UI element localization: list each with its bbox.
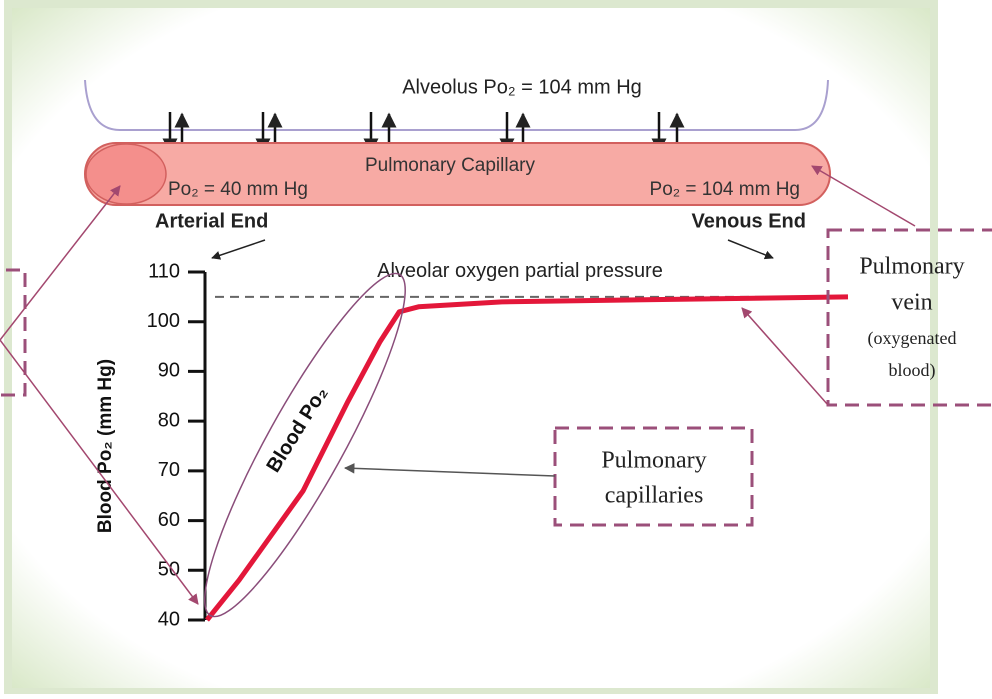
venous-end: Venous End — [692, 210, 806, 232]
callout-text: blood) — [889, 360, 936, 381]
reference-label: Alveolar oxygen partial pressure — [377, 260, 663, 282]
callout-text: vein — [891, 290, 932, 316]
y-axis-label: Blood Po₂ (mm Hg) — [95, 359, 116, 533]
capillary-opening — [86, 144, 166, 204]
arterial-po2: Po₂ = 40 mm Hg — [168, 179, 308, 200]
y-tick-label: 100 — [147, 310, 180, 332]
callout-text: capillaries — [605, 483, 704, 509]
diagram: Alveolus Po₂ = 104 mm Hg Pulmonary Capil… — [0, 0, 992, 694]
y-tick-label: 50 — [158, 559, 180, 581]
callout-text: (oxygenated — [868, 328, 957, 349]
y-tick-label: 90 — [158, 360, 180, 382]
y-tick-label: 110 — [148, 260, 180, 282]
venous-po2: Po₂ = 104 mm Hg — [650, 179, 800, 200]
arterial-end: Arterial End — [155, 210, 268, 232]
alveolus-label: Alveolus Po₂ = 104 mm Hg — [402, 76, 642, 98]
page: {"diagram": { "alveolus": "Alveolus Po₂ … — [0, 0, 992, 694]
panel — [8, 4, 934, 692]
y-tick-label: 80 — [158, 409, 180, 431]
capillary-label: Pulmonary Capillary — [365, 155, 536, 176]
y-tick-label: 60 — [158, 509, 180, 531]
callout-text: Pulmonary — [859, 254, 964, 280]
callout-text: Pulmonary — [601, 448, 706, 474]
y-tick-label: 70 — [158, 459, 180, 481]
y-tick-label: 40 — [158, 608, 180, 630]
